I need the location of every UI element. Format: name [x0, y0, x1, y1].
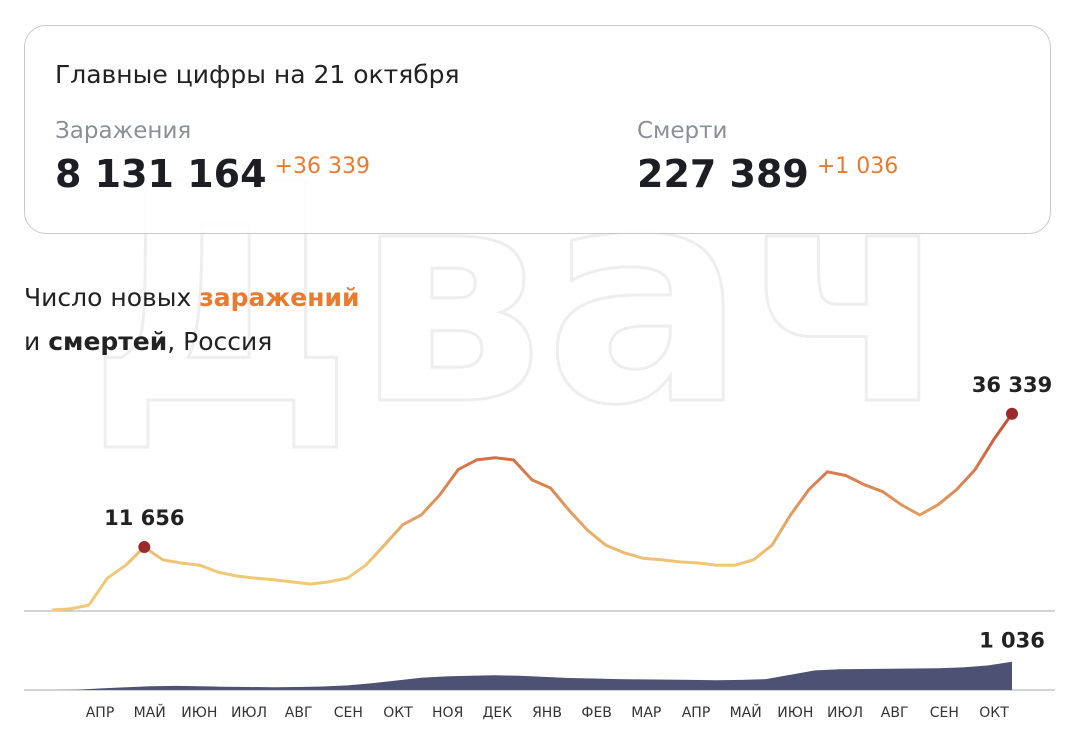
chart-title: и смертей, Россия	[24, 327, 272, 356]
x-tick-label: ДЕК	[482, 705, 512, 721]
x-tick-label: СЕН	[930, 705, 959, 721]
x-tick-label: ИЮЛ	[231, 705, 267, 721]
title-part: , Россия	[167, 327, 272, 356]
x-tick-label: АПР	[86, 705, 115, 721]
data-label: 1 036	[979, 629, 1045, 653]
x-tick-label: НОЯ	[432, 705, 463, 721]
x-tick-label: ОКТ	[383, 705, 413, 721]
x-tick-label: МАЙ	[134, 703, 166, 721]
data-label: 11 656	[104, 506, 184, 530]
stat-label: Заражения	[55, 118, 192, 144]
chart-title: Число новых заражений	[24, 283, 360, 312]
marker	[1006, 407, 1018, 420]
stat-value: 227 389	[637, 152, 809, 196]
x-tick-label: ИЮН	[181, 705, 217, 721]
x-tick-label: ЯНВ	[532, 705, 562, 721]
summary-card: Главные цифры на 21 октября Заражения 8 …	[24, 25, 1051, 234]
title-part: заражений	[199, 283, 359, 312]
stat-label: Смерти	[637, 118, 728, 144]
x-tick-label: МАЙ	[730, 703, 762, 721]
x-tick-label: АВГ	[881, 705, 909, 721]
x-tick-label: ИЮЛ	[827, 705, 863, 721]
stat-delta: +36 339	[274, 154, 370, 179]
x-tick-label: СЕН	[334, 705, 363, 721]
title-part: Число новых	[24, 283, 199, 312]
stat-value: 8 131 164	[55, 152, 267, 196]
stat: Заражения 8 131 164 +36 339	[55, 118, 370, 196]
title-part: смертей	[48, 327, 167, 356]
marker	[138, 541, 151, 554]
area	[52, 661, 1012, 690]
x-tick-label: ИЮН	[777, 705, 813, 721]
stat-delta: +1 036	[816, 154, 899, 179]
line	[51, 412, 1014, 612]
title-part: и	[24, 327, 48, 356]
data-label: 36 339	[972, 373, 1052, 397]
summary-title: Главные цифры на 21 октября	[55, 60, 460, 89]
x-tick-label: ФЕВ	[581, 705, 612, 721]
x-tick-label: ОКТ	[979, 705, 1009, 721]
stat: Смерти 227 389 +1 036	[637, 118, 898, 196]
x-tick-label: АВГ	[285, 705, 313, 721]
x-tick-label: АПР	[682, 705, 711, 721]
x-tick-label: МАР	[631, 705, 661, 721]
